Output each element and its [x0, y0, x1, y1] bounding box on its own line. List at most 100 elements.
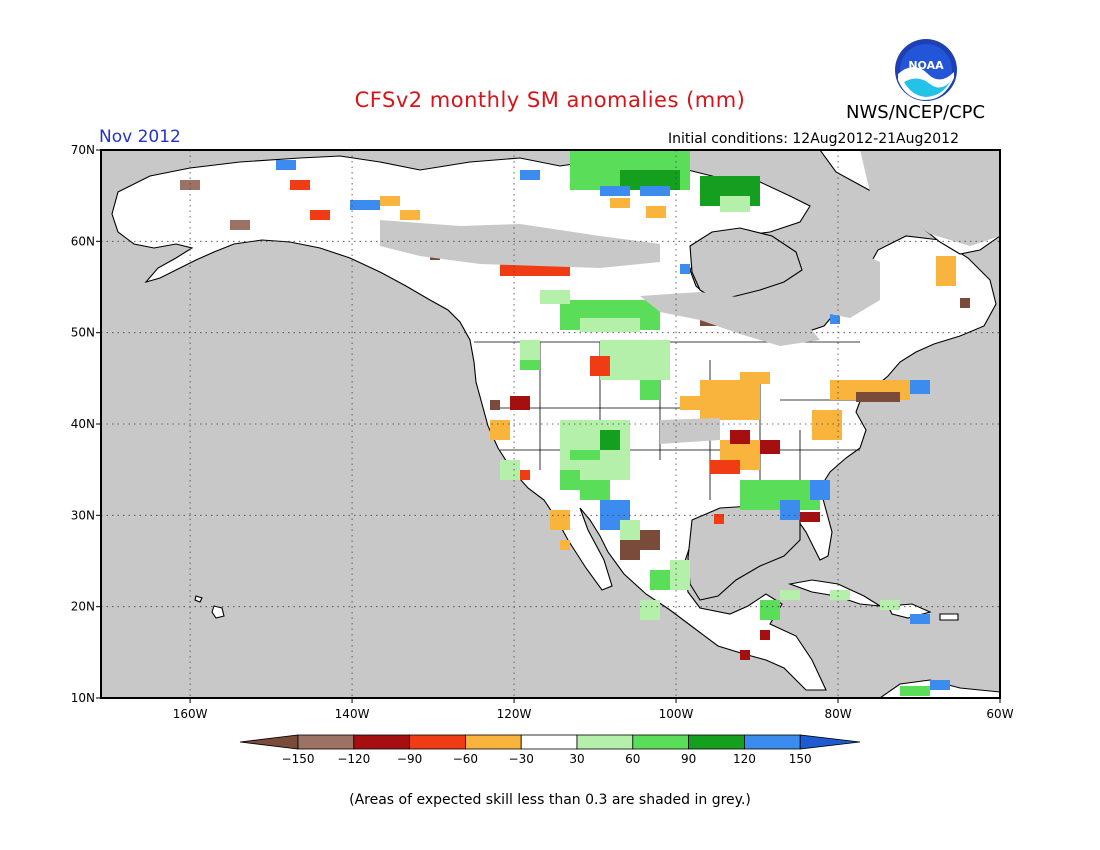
- anomaly-cell: [640, 530, 660, 550]
- anomaly-cell: [600, 430, 620, 450]
- anomaly-cell: [620, 540, 640, 560]
- anomaly-cell: [230, 220, 250, 230]
- anomaly-cell: [780, 590, 800, 600]
- anomaly-cell: [580, 318, 640, 332]
- anomaly-cell: [910, 380, 930, 394]
- anomaly-cell: [276, 160, 296, 170]
- colorbar: [239, 734, 861, 750]
- initial-conditions: Initial conditions: 12Aug2012-21Aug2012: [668, 131, 959, 147]
- anomaly-cell: [490, 420, 510, 440]
- anomaly-cell: [730, 430, 750, 444]
- colorbar-labels: −150 −120 −90 −60 −30 30 60 90 120 150: [282, 752, 812, 766]
- anomaly-cell: [630, 360, 650, 380]
- anomaly-cell: [740, 372, 770, 384]
- anomaly-cell: [520, 340, 540, 360]
- lat-label-70N: 70N: [71, 143, 95, 157]
- colorbar-label: −150: [282, 752, 315, 766]
- anomaly-cell: [560, 470, 580, 490]
- anomaly-cell: [350, 200, 380, 210]
- anomaly-cell: [570, 450, 600, 460]
- colorbar-label: 120: [733, 752, 756, 766]
- anomaly-cell: [400, 210, 420, 220]
- anomaly-cell: [680, 264, 690, 274]
- colorbar-label: −90: [397, 752, 422, 766]
- anomaly-cell: [936, 256, 956, 286]
- anomaly-cell: [710, 460, 740, 474]
- anomaly-cell: [930, 680, 950, 690]
- longitude-labels: 160W 140W 120W 100W 80W 60W: [173, 698, 1014, 721]
- anomaly-cell: [520, 360, 540, 370]
- colorbar-bin-7: [632, 734, 689, 750]
- anomaly-cell: [520, 170, 540, 180]
- anomaly-cell: [760, 440, 780, 454]
- anomaly-cell: [900, 686, 930, 696]
- skill-footnote: (Areas of expected skill less than 0.3 a…: [349, 792, 751, 808]
- anomaly-cell: [640, 600, 660, 620]
- lon-label-120W: 120W: [497, 707, 532, 721]
- anomaly-cell: [646, 206, 666, 218]
- anomaly-cell: [740, 650, 750, 660]
- anomaly-cell: [650, 570, 670, 590]
- anomaly-cell: [680, 396, 720, 410]
- anomaly-cell: [880, 600, 900, 610]
- colorbar-bin-1: [297, 734, 355, 750]
- latitude-labels: 70N 60N 50N 40N 30N 20N 10N: [71, 143, 101, 705]
- colorbar-arrow-right: [799, 734, 861, 750]
- anomaly-cell: [856, 392, 876, 402]
- colorbar-label: 90: [681, 752, 696, 766]
- anomaly-cell: [610, 198, 630, 208]
- lat-label-10N: 10N: [71, 691, 95, 705]
- lat-label-30N: 30N: [71, 508, 95, 522]
- anomaly-cell: [780, 500, 800, 520]
- colorbar-label: 30: [569, 752, 584, 766]
- colorbar-label: −120: [337, 752, 370, 766]
- anomaly-cell: [810, 480, 830, 500]
- anomaly-cell: [600, 186, 630, 196]
- anomaly-cell: [310, 210, 330, 220]
- lon-label-140W: 140W: [335, 707, 370, 721]
- anomaly-cell: [830, 314, 840, 324]
- lon-label-160W: 160W: [173, 707, 208, 721]
- agency-label: NWS/NCEP/CPC: [846, 102, 986, 123]
- forecast-month: Nov 2012: [99, 127, 181, 147]
- colorbar-arrow-left: [239, 734, 299, 750]
- anomaly-cell: [812, 410, 842, 440]
- lat-label-20N: 20N: [71, 600, 95, 614]
- anomaly-cell: [540, 290, 570, 304]
- anomaly-cell: [500, 460, 520, 480]
- anomaly-cell: [380, 196, 400, 206]
- anomaly-cell: [560, 540, 570, 550]
- anomaly-cell: [760, 600, 780, 620]
- hawaii-island: [211, 605, 225, 619]
- hudson-bay: [689, 227, 803, 301]
- colorbar-label: 60: [625, 752, 640, 766]
- anomaly-cell: [290, 180, 310, 190]
- graticule: [101, 150, 1000, 698]
- anomaly-cell: [670, 560, 690, 590]
- anomaly-cell: [910, 614, 930, 624]
- lon-label-100W: 100W: [659, 707, 694, 721]
- anomaly-cell: [580, 480, 610, 500]
- puerto-rico-land: [939, 613, 959, 621]
- lat-label-50N: 50N: [71, 326, 95, 340]
- anomaly-cell: [640, 380, 660, 400]
- colorbar-label: −60: [453, 752, 478, 766]
- anomaly-cell: [960, 298, 970, 308]
- lon-label-60W: 60W: [986, 707, 1013, 721]
- noaa-logo-text: NOAA: [908, 59, 944, 72]
- anomaly-cell: [714, 514, 724, 524]
- colorbar-bin-4: [464, 734, 522, 750]
- lon-label-80W: 80W: [824, 707, 851, 721]
- anomaly-cell: [800, 512, 820, 522]
- anomaly-cell: [520, 470, 530, 480]
- colorbar-label: 150: [789, 752, 812, 766]
- hawaii-island-small: [194, 595, 203, 603]
- low-skill-mask: [380, 150, 1000, 444]
- anomaly-cell: [510, 396, 530, 410]
- colorbar-bin-8: [688, 734, 745, 750]
- anomaly-cell: [590, 356, 610, 376]
- anomaly-cell: [760, 630, 770, 640]
- lat-label-40N: 40N: [71, 417, 95, 431]
- colorbar-bin-3: [409, 734, 466, 750]
